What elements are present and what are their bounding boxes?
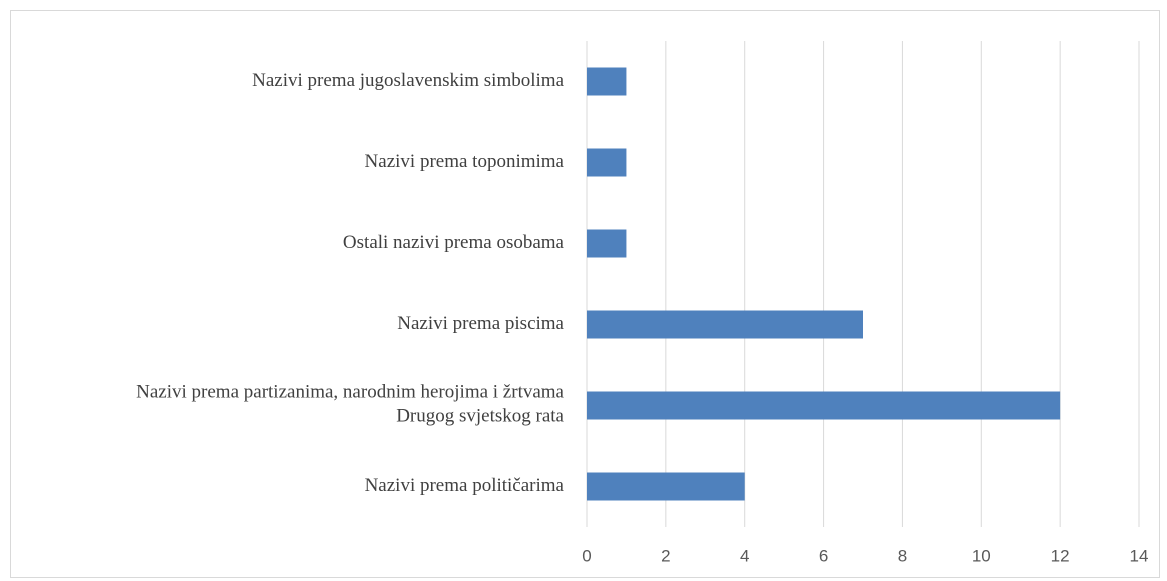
bar (587, 148, 627, 177)
y-tick-label: Nazivi prema partizanima, narodnim heroj… (136, 382, 564, 427)
chart-border (10, 10, 1160, 578)
y-tick-label: Ostali nazivi prema osobama (343, 232, 565, 253)
bar (587, 472, 745, 501)
x-tick-label: 10 (972, 546, 991, 565)
x-tick-label: 14 (1130, 546, 1149, 565)
x-tick-label: 12 (1051, 546, 1070, 565)
bar (587, 67, 627, 96)
x-tick-label: 4 (740, 546, 749, 565)
y-tick-label: Nazivi prema jugoslavenskim simbolima (252, 70, 564, 91)
x-tick-label: 6 (819, 546, 828, 565)
y-tick-label: Nazivi prema piscima (397, 313, 564, 334)
bar (587, 310, 863, 339)
x-tick-label: 0 (582, 546, 591, 565)
x-tick-label: 8 (898, 546, 907, 565)
y-tick-label: Nazivi prema toponimima (365, 151, 565, 172)
x-tick-label: 2 (661, 546, 670, 565)
bar (587, 229, 627, 258)
y-tick-label: Nazivi prema političarima (365, 475, 565, 496)
bar (587, 391, 1061, 420)
